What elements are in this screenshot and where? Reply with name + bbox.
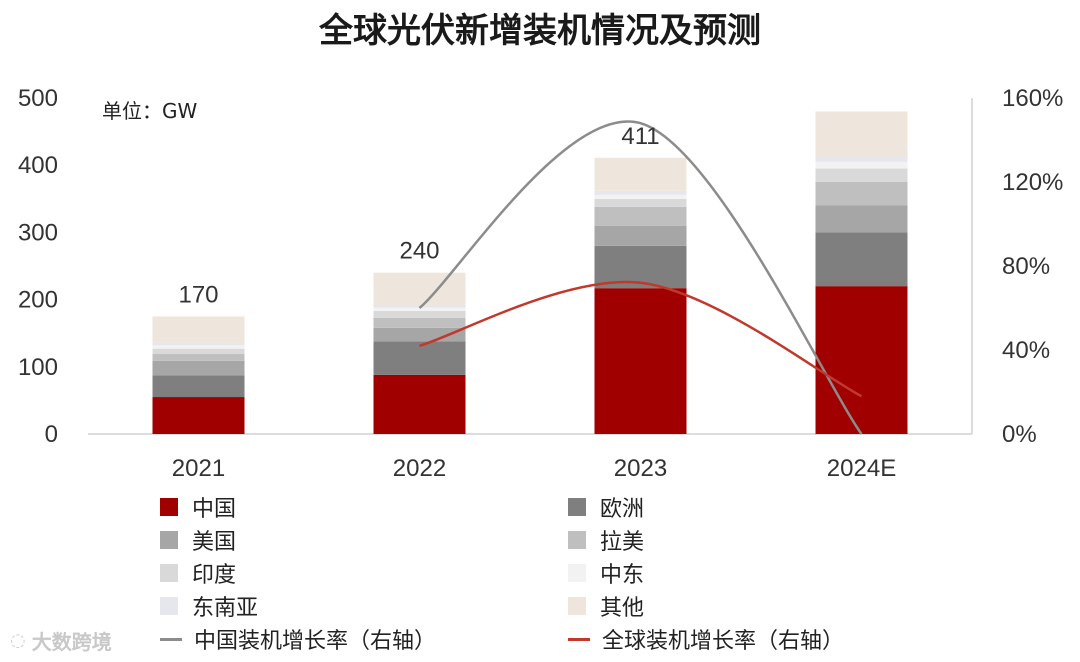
legend-label: 拉美 — [600, 530, 645, 555]
legend-item: 印度 — [160, 558, 236, 588]
bar-segment — [815, 205, 908, 233]
y-tick-label: 100 — [18, 354, 58, 381]
bar-segment — [594, 157, 687, 191]
legend-swatch — [568, 564, 586, 582]
watermark-text: 大数跨境 — [31, 630, 112, 654]
growth-line — [418, 120, 863, 435]
legend-label: 印度 — [192, 563, 237, 588]
legend-item: 其他 — [568, 591, 644, 621]
legend-item: 全球装机增长率（右轴） — [568, 624, 844, 654]
bars — [152, 111, 908, 434]
axes: 0 100 200 300 400 500 0% 40% 80% 120% 160% 2021 2022… — [18, 85, 1063, 482]
legend-item: 中国 — [160, 492, 236, 522]
bar-segment — [373, 311, 466, 318]
bar-segment — [373, 307, 466, 312]
bar-segment — [373, 304, 466, 308]
watermark-logo-icon: ◌ — [10, 630, 26, 651]
bar-segment — [815, 161, 908, 169]
legend-label: 中国装机增长率（右轴） — [194, 629, 437, 654]
bar-segment — [815, 168, 908, 182]
legend-swatch — [160, 498, 178, 516]
y2-tick-label: 80% — [1002, 253, 1050, 280]
bar-segment — [594, 206, 687, 226]
legend-swatch — [568, 498, 586, 516]
watermark: ◌ 大数跨境 — [10, 626, 112, 655]
bar-segment — [152, 348, 245, 355]
legend-item: 中国装机增长率（右轴） — [160, 624, 436, 654]
legend-swatch — [160, 597, 178, 615]
bar-segment — [815, 156, 908, 162]
y-tick-label: 400 — [18, 152, 58, 179]
legend-label: 其他 — [600, 596, 645, 621]
bar-segment — [152, 360, 245, 376]
bar-segment — [152, 397, 245, 434]
x-tick-label: 2023 — [614, 455, 667, 482]
y2-tick-label: 120% — [1002, 169, 1063, 196]
bar-segment — [152, 354, 245, 361]
legend-swatch — [160, 637, 182, 641]
growth-line — [419, 280, 863, 398]
bar-segment — [594, 190, 687, 195]
data-label: 411 — [621, 123, 659, 150]
legend-label: 中国 — [192, 497, 237, 522]
legend-swatch — [568, 637, 590, 641]
bar-segment — [594, 245, 687, 289]
legend-item: 东南亚 — [160, 591, 258, 621]
x-tick-label: 2022 — [393, 455, 446, 482]
y-tick-label: 300 — [18, 219, 58, 246]
x-tick-label: 2024E — [827, 455, 896, 482]
y-tick-label: 200 — [18, 287, 58, 314]
bar-segment — [815, 232, 908, 287]
legend-swatch — [568, 597, 586, 615]
bar-segment — [152, 345, 245, 349]
bar-segment — [594, 288, 687, 434]
growth-lines — [418, 120, 863, 435]
legend-swatch — [568, 531, 586, 549]
bar-segment — [594, 194, 687, 199]
bar-segment — [152, 316, 245, 343]
data-label: 170 — [178, 281, 218, 308]
bar-segment — [815, 111, 908, 157]
legend-label: 欧洲 — [600, 497, 645, 522]
bar-segment — [594, 198, 687, 207]
y-tick-label: 0 — [45, 421, 58, 448]
y2-tick-label: 160% — [1002, 85, 1063, 112]
bar-segment — [373, 374, 466, 434]
legend-item: 拉美 — [568, 525, 644, 555]
y-tick-label: 500 — [18, 85, 58, 112]
bar-segment — [815, 286, 908, 434]
legend-item: 中东 — [568, 558, 644, 588]
y2-tick-label: 40% — [1002, 337, 1050, 364]
legend-label: 美国 — [192, 530, 237, 555]
unit-label: 单位：GW — [102, 99, 197, 123]
bar-segment — [815, 182, 908, 206]
legend-label: 全球装机增长率（右轴） — [602, 629, 845, 654]
legend-item: 欧洲 — [568, 492, 644, 522]
x-tick-label: 2021 — [172, 455, 225, 482]
data-label: 240 — [399, 238, 439, 265]
legend-item: 美国 — [160, 525, 236, 555]
bar-segment — [373, 272, 466, 305]
legend-swatch — [160, 531, 178, 549]
y2-tick-label: 0% — [1002, 421, 1037, 448]
data-labels: 170 240 411 — [178, 123, 659, 309]
bar-segment — [594, 225, 687, 246]
bar-segment — [373, 317, 466, 328]
bar-segment — [152, 375, 245, 398]
legend-label: 东南亚 — [192, 596, 259, 621]
legend-swatch — [160, 564, 178, 582]
chart-title: 全球光伏新增装机情况及预测 — [318, 11, 761, 51]
legend-label: 中东 — [600, 563, 645, 588]
bar-segment — [152, 342, 245, 346]
bar-segment — [373, 341, 466, 375]
